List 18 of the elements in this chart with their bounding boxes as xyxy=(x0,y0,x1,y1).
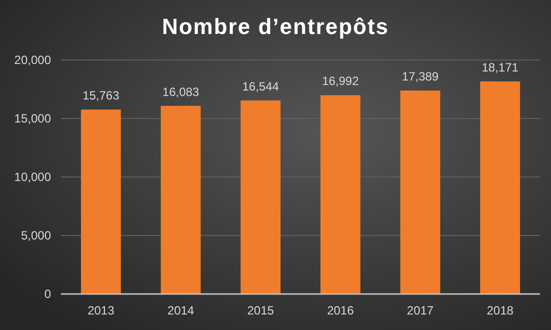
data-label: 17,389 xyxy=(402,70,439,84)
x-tick-label: 2017 xyxy=(406,304,434,318)
y-tick-label: 5,000 xyxy=(20,228,52,242)
y-tick-label: 20,000 xyxy=(14,52,52,67)
x-tick-label: 2016 xyxy=(327,304,354,318)
y-tick-label: 15,000 xyxy=(14,111,52,126)
data-label: 16,992 xyxy=(322,74,360,88)
data-label: 16,083 xyxy=(162,84,200,99)
data-label: 15,763 xyxy=(82,88,120,103)
chart-title: Nombre d’entrepôts xyxy=(162,14,390,39)
x-tick-label: 2018 xyxy=(486,304,514,318)
y-tick-label: 0 xyxy=(44,286,52,301)
x-tick-label: 2013 xyxy=(88,304,115,318)
y-tick-label: 10,000 xyxy=(14,170,52,184)
x-tick-label: 2014 xyxy=(167,304,194,318)
data-label: 18,171 xyxy=(482,60,519,74)
x-tick-label: 2015 xyxy=(247,304,274,318)
data-label: 16,544 xyxy=(242,79,280,94)
